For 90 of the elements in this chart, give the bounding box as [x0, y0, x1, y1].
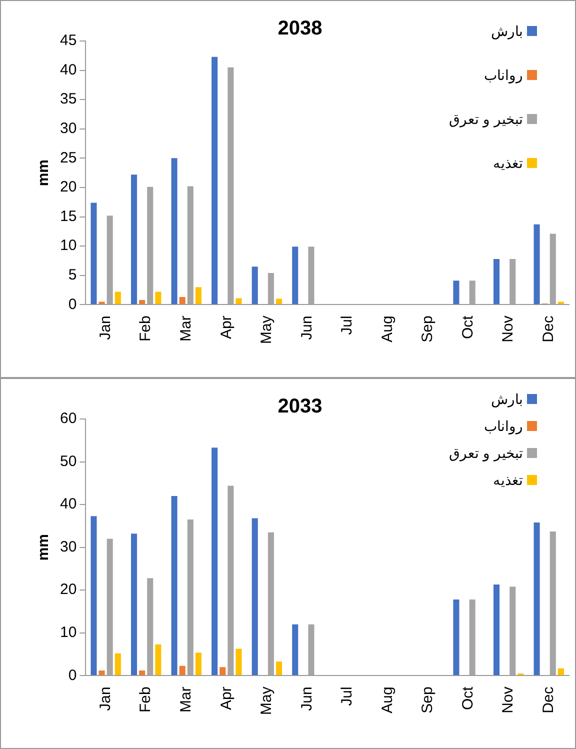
x-tick-label: Dec: [540, 686, 558, 714]
legend-label: تبخیر و تعرق: [449, 111, 523, 127]
bar: [98, 302, 105, 304]
y-tick-label: 50: [60, 452, 77, 470]
y-tick-label: 10: [60, 237, 77, 254]
x-tick-label: Aug: [378, 686, 396, 714]
legend-label: تغذیه: [492, 472, 523, 488]
y-axis-title: mm: [35, 159, 52, 186]
bar: [493, 584, 500, 676]
bar: [139, 300, 146, 304]
x-tick-label: Mar: [178, 686, 195, 713]
bar: [130, 534, 138, 676]
y-tick-label: 30: [60, 120, 77, 138]
bar: [195, 287, 202, 304]
y-axis-title: mm: [35, 534, 52, 561]
legend-label: بارش: [490, 391, 523, 407]
x-tick-label: Sep: [419, 686, 436, 714]
bar: [236, 298, 242, 304]
y-tick-label: 5: [68, 266, 77, 284]
bar: [558, 668, 564, 676]
bar: [114, 653, 121, 676]
bar: [139, 670, 146, 676]
x-tick-label: Jul: [338, 316, 356, 335]
bar: [534, 522, 540, 676]
bar: [276, 662, 282, 676]
y-tick-label: 60: [60, 410, 77, 428]
y-tick-label: 0: [68, 296, 77, 313]
bar: [114, 292, 121, 304]
x-tick-label: Sep: [419, 316, 436, 342]
x-tick-label: May: [258, 315, 276, 344]
bar: [292, 246, 298, 304]
bar: [252, 518, 258, 676]
legend-label: رواناب: [484, 67, 523, 83]
y-tick-label: 0: [68, 666, 77, 684]
bar: [130, 174, 138, 304]
y-tick-label: 40: [60, 61, 77, 78]
bar: [292, 624, 298, 676]
x-tick-label: Apr: [218, 686, 235, 710]
legend-label: تبخیر و تعرق: [449, 445, 523, 461]
bar: [171, 496, 178, 676]
y-tick-label: 35: [60, 90, 77, 108]
x-tick-label: Nov: [500, 315, 517, 342]
bar: [155, 644, 162, 676]
bar: [493, 258, 500, 304]
bar: [98, 670, 105, 676]
bar: [453, 600, 460, 676]
y-tick-label: 40: [60, 496, 77, 513]
x-tick-label: May: [258, 686, 276, 716]
bar: [90, 516, 97, 676]
bar: [155, 292, 162, 304]
x-tick-label: Feb: [137, 316, 154, 342]
y-tick-label: 45: [60, 32, 77, 50]
bar: [171, 158, 178, 304]
bar: [212, 56, 218, 304]
bar: [212, 448, 218, 676]
bar: [276, 298, 282, 304]
x-tick-label: Feb: [137, 686, 154, 713]
y-tick-label: 20: [60, 581, 77, 598]
x-tick-label: Jan: [96, 686, 114, 711]
x-tick-label: Jun: [298, 686, 316, 711]
chart-title: 2033: [278, 396, 322, 418]
y-tick-label: 25: [60, 149, 77, 166]
chart-title: 2038: [278, 18, 322, 40]
legend-label: رواناب: [484, 418, 523, 434]
x-tick-label: Nov: [500, 686, 517, 714]
y-tick-label: 15: [60, 208, 77, 225]
x-tick-label: Dec: [540, 315, 558, 342]
legend-label: بارش: [490, 23, 523, 39]
bar: [236, 648, 242, 676]
x-tick-label: Jan: [96, 316, 114, 340]
x-tick-label: Aug: [378, 316, 396, 342]
legend-label: تغذیه: [492, 155, 523, 171]
bar: [534, 224, 540, 304]
x-tick-label: Jul: [338, 686, 356, 706]
x-tick-label: Oct: [459, 686, 476, 710]
y-tick-label: 20: [60, 178, 77, 196]
x-tick-label: Mar: [178, 316, 195, 342]
x-tick-label: Apr: [218, 316, 235, 340]
bar: [179, 666, 186, 676]
bar: [220, 667, 226, 676]
bar: [252, 266, 258, 304]
x-tick-label: Oct: [459, 314, 476, 340]
bar: [195, 652, 202, 676]
x-tick-label: Jun: [298, 316, 316, 340]
y-tick-label: 30: [60, 538, 77, 556]
bar: [453, 280, 460, 304]
bar: [90, 202, 97, 304]
bar: [179, 297, 186, 304]
y-tick-label: 10: [60, 624, 77, 642]
bar: [558, 302, 564, 304]
